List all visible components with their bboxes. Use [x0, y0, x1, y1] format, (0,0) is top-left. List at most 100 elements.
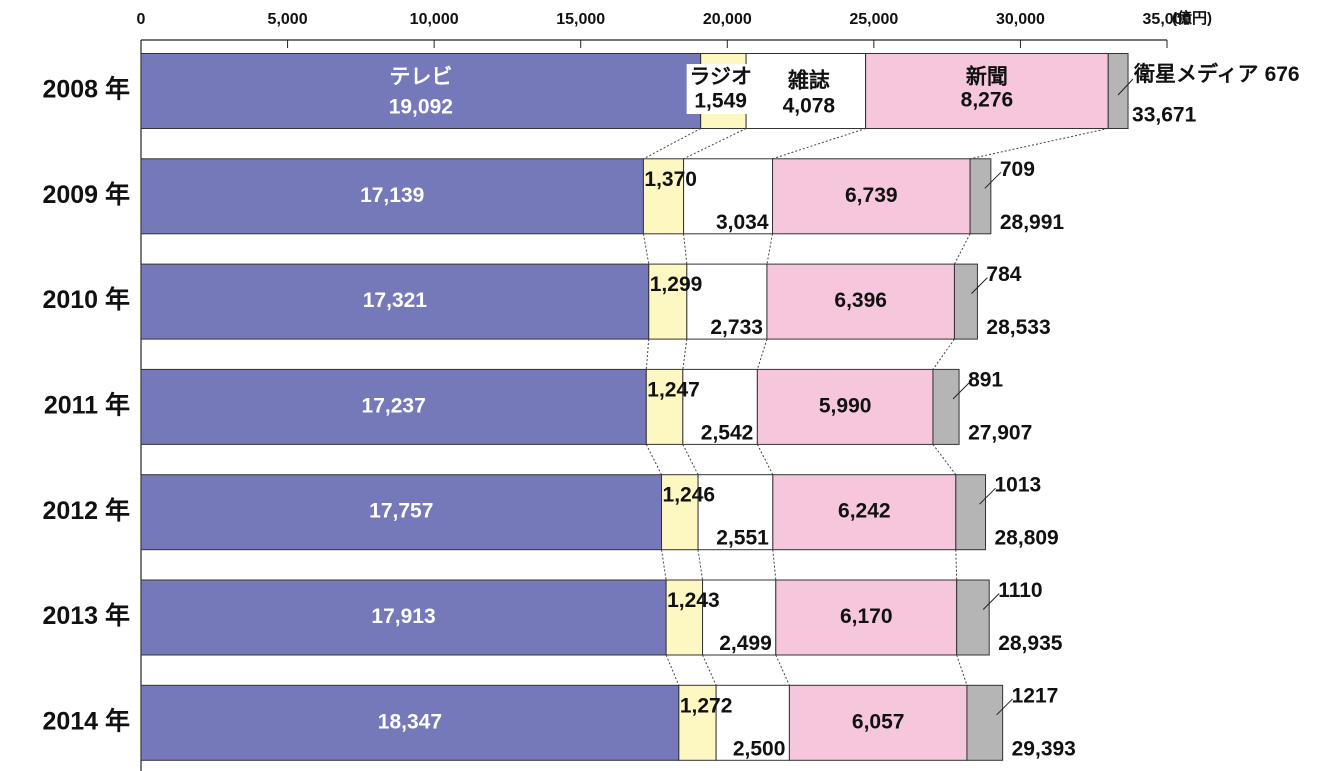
bar-segment [932, 368, 960, 445]
connector [645, 444, 662, 475]
value-label: 1013 [995, 474, 1042, 497]
bar-segment [140, 158, 644, 235]
label-background [686, 64, 753, 114]
value-label: 709 [1000, 158, 1035, 181]
value-label: 6,396 [834, 289, 887, 312]
connector [772, 128, 866, 160]
bar-segment [766, 263, 955, 340]
total-label: 28,809 [995, 527, 1059, 550]
value-label: 1,549 [694, 90, 747, 113]
connector [665, 654, 680, 686]
connector [643, 128, 701, 160]
value-label: 1110 [998, 579, 1042, 602]
category-label: 2011 年 [44, 391, 130, 420]
total-label: 33,671 [1132, 104, 1197, 127]
value-label: 2,733 [710, 316, 763, 339]
connector [645, 339, 650, 370]
x-tick-label: 10,000 [410, 11, 459, 28]
bar-segment [775, 579, 958, 656]
connector [702, 654, 717, 686]
connector [969, 128, 1109, 160]
bar-segment [715, 684, 790, 761]
bar-segment [756, 368, 934, 445]
bar-segment [140, 474, 663, 551]
connector [756, 444, 774, 475]
connector [682, 444, 699, 475]
leader-line [979, 487, 996, 505]
value-label: 1,370 [644, 168, 697, 191]
bar-segment [661, 474, 699, 551]
value-label: 17,321 [363, 289, 428, 312]
category-label: 2010 年 [42, 285, 130, 314]
value-label: 17,757 [369, 500, 433, 523]
bar-segment [665, 579, 704, 656]
x-tick-label: 5,000 [268, 11, 308, 28]
value-label: 6,739 [845, 184, 898, 207]
category-label: 2009 年 [42, 180, 130, 209]
leader-line [1117, 78, 1134, 96]
bar-segment [955, 474, 987, 551]
value-label: 676 [1265, 63, 1300, 86]
connector [955, 549, 958, 581]
x-tick-label: 15,000 [556, 11, 605, 28]
category-label: 2008 年 [42, 75, 130, 104]
leader-line [984, 171, 1002, 189]
bar-segment [1107, 53, 1129, 129]
value-label: 1,246 [663, 484, 716, 507]
value-label: 4,078 [783, 95, 836, 118]
bar-segment [772, 474, 957, 551]
value-label: 6,170 [840, 605, 893, 628]
x-tick-label: 20,000 [703, 11, 752, 28]
bar-segment [969, 158, 992, 235]
value-label: 3,034 [716, 211, 769, 234]
connector [697, 549, 704, 581]
value-label: 2,499 [719, 632, 772, 655]
series-name: 衛星メディア [1133, 62, 1259, 86]
series-name: テレビ [389, 66, 452, 89]
value-label: 1,299 [650, 273, 703, 296]
value-label: 19,092 [389, 96, 453, 119]
bar-segment [865, 53, 1109, 129]
connector [956, 654, 968, 686]
x-tick-label: 30,000 [996, 11, 1045, 28]
bar-segment [956, 579, 990, 656]
value-label: 2,551 [716, 527, 769, 550]
category-label: 2014 年 [42, 706, 130, 735]
series-name: ラジオ [689, 66, 752, 89]
bar-segment [953, 263, 978, 340]
value-label: 8,276 [961, 89, 1014, 112]
bar-segment [140, 263, 650, 340]
bar-segment [702, 579, 777, 656]
bar-segment [682, 368, 758, 445]
unit-label: (億円) [1172, 9, 1212, 27]
bar-segment [686, 263, 768, 340]
value-label: 1,272 [680, 694, 733, 717]
connector [682, 339, 688, 370]
value-label: 5,990 [819, 394, 872, 417]
category-label: 2013 年 [42, 601, 130, 630]
bar-segment [140, 368, 647, 445]
connector [756, 338, 768, 370]
value-label: 1,243 [667, 589, 720, 612]
satellite-label: 衛星メディア 676 [1133, 62, 1300, 86]
total-label: 29,393 [1012, 737, 1076, 760]
bar-segment [697, 474, 774, 551]
connector [683, 233, 688, 265]
value-label: 17,237 [362, 394, 426, 417]
connector [661, 549, 667, 581]
leader-line [982, 593, 1000, 610]
category-label: 2012 年 [42, 496, 130, 525]
value-label: 2,542 [701, 421, 754, 444]
bar-segment [140, 579, 667, 656]
value-label: 6,242 [838, 500, 891, 523]
connector [932, 338, 955, 370]
series-name: 新聞 [966, 65, 1008, 89]
connector [766, 233, 774, 265]
value-label: 17,913 [371, 605, 435, 628]
value-label: 891 [968, 368, 1003, 391]
bar-segment [966, 684, 1004, 761]
x-tick-label: 25,000 [849, 11, 898, 28]
x-tick-label: 35,000 [1143, 11, 1192, 28]
bar-segment [788, 684, 968, 761]
